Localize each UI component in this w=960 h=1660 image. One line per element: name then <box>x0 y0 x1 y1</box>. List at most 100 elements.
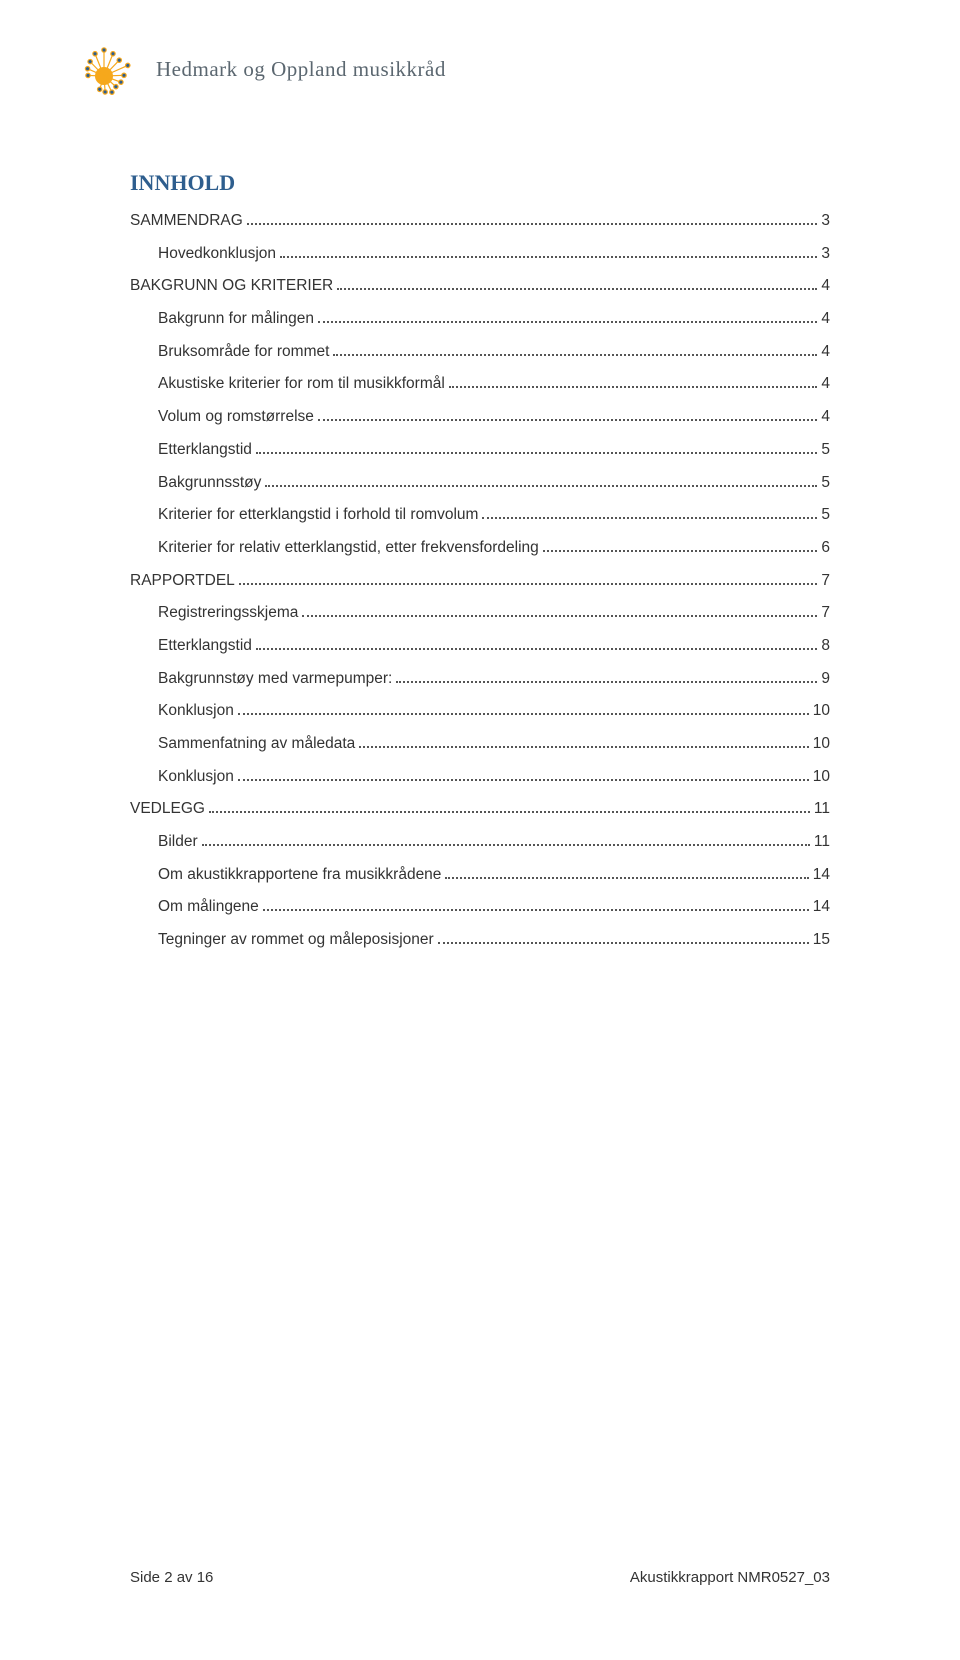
toc-entry[interactable]: Konklusjon 10 <box>130 766 830 788</box>
toc-leader-dots <box>280 256 817 258</box>
footer-report-id: Akustikkrapport NMR0527_03 <box>630 1569 830 1586</box>
toc-entry[interactable]: Bakgrunnsstøy 5 <box>130 472 830 494</box>
toc-leader-dots <box>239 583 818 585</box>
toc-entry-label: BAKGRUNN OG KRITERIER <box>130 275 333 297</box>
toc-leader-dots <box>238 779 809 781</box>
toc-entry-label: Sammenfatning av måledata <box>158 733 355 755</box>
toc-entry[interactable]: Bilder 11 <box>130 831 830 853</box>
toc-entry-label: Bruksområde for rommet <box>158 341 329 363</box>
toc-entry-page: 15 <box>813 929 830 951</box>
toc-entry[interactable]: Bakgrunnstøy med varmepumper: 9 <box>130 668 830 690</box>
toc-leader-dots <box>318 419 817 421</box>
toc-entry-page: 3 <box>821 243 830 265</box>
toc-entry-label: Tegninger av rommet og måleposisjoner <box>158 929 434 951</box>
toc-leader-dots <box>543 550 818 552</box>
toc-entry[interactable]: SAMMENDRAG 3 <box>130 210 830 232</box>
toc-leader-dots <box>238 713 809 715</box>
toc-entry-page: 6 <box>821 537 830 559</box>
toc-entry-label: Kriterier for etterklangstid i forhold t… <box>158 504 478 526</box>
toc-entry[interactable]: Volum og romstørrelse 4 <box>130 406 830 428</box>
toc-entry-page: 4 <box>821 308 830 330</box>
toc-entry[interactable]: Kriterier for etterklangstid i forhold t… <box>130 504 830 526</box>
toc-entry-label: Bakgrunn for målingen <box>158 308 314 330</box>
toc-entry-label: SAMMENDRAG <box>130 210 243 232</box>
toc-entry-label: Akustiske kriterier for rom til musikkfo… <box>158 373 445 395</box>
toc-leader-dots <box>247 223 818 225</box>
toc-entry-page: 10 <box>813 700 830 722</box>
toc-entry-page: 3 <box>821 210 830 232</box>
toc-entry[interactable]: Kriterier for relativ etterklangstid, et… <box>130 537 830 559</box>
toc-entry-label: Om målingene <box>158 896 259 918</box>
toc-entry[interactable]: Bakgrunn for målingen 4 <box>130 308 830 330</box>
toc-entry-page: 11 <box>814 831 830 853</box>
toc-entry[interactable]: Sammenfatning av måledata 10 <box>130 733 830 755</box>
toc-entry[interactable]: Hovedkonklusjon 3 <box>130 243 830 265</box>
toc-leader-dots <box>263 909 809 911</box>
toc-entry-page: 8 <box>821 635 830 657</box>
toc-entry-page: 4 <box>821 373 830 395</box>
toc-entry-page: 10 <box>813 733 830 755</box>
toc-entry-page: 9 <box>821 668 830 690</box>
toc-entry-page: 11 <box>814 798 830 820</box>
toc-entry-label: Konklusjon <box>158 766 234 788</box>
toc-entry[interactable]: Etterklangstid 5 <box>130 439 830 461</box>
footer-page-number: Side 2 av 16 <box>130 1569 213 1586</box>
toc-leader-dots <box>256 452 817 454</box>
toc-entry-label: RAPPORTDEL <box>130 570 235 592</box>
toc-entry[interactable]: Etterklangstid 8 <box>130 635 830 657</box>
toc-entry-label: Bilder <box>158 831 198 853</box>
toc-list: SAMMENDRAG 3 Hovedkonklusjon 3 BAKGRUNN OG K… <box>130 210 830 951</box>
toc-entry-label: Hovedkonklusjon <box>158 243 276 265</box>
toc-entry-label: Konklusjon <box>158 700 234 722</box>
toc-entry-label: Etterklangstid <box>158 439 252 461</box>
toc-entry-page: 7 <box>821 570 830 592</box>
sunburst-logo-icon <box>80 38 142 100</box>
toc-leader-dots <box>209 811 810 813</box>
toc-entry[interactable]: BAKGRUNN OG KRITERIER4 <box>130 275 830 297</box>
toc-entry-page: 14 <box>813 896 830 918</box>
toc-heading: INNHOLD <box>130 170 830 196</box>
toc-entry-label: Om akustikkrapportene fra musikkrådene <box>158 864 441 886</box>
toc-entry-label: Kriterier for relativ etterklangstid, et… <box>158 537 539 559</box>
content-area: INNHOLD SAMMENDRAG 3 Hovedkonklusjon 3 BAKGR… <box>0 110 960 951</box>
toc-leader-dots <box>333 354 817 356</box>
toc-entry[interactable]: Akustiske kriterier for rom til musikkfo… <box>130 373 830 395</box>
toc-leader-dots <box>337 288 817 290</box>
toc-entry-label: Registreringsskjema <box>158 602 298 624</box>
toc-leader-dots <box>265 485 817 487</box>
toc-entry[interactable]: Registreringsskjema 7 <box>130 602 830 624</box>
toc-leader-dots <box>396 681 817 683</box>
toc-leader-dots <box>302 615 817 617</box>
toc-leader-dots <box>438 942 809 944</box>
toc-leader-dots <box>445 877 808 879</box>
toc-entry-page: 7 <box>821 602 830 624</box>
toc-entry[interactable]: RAPPORTDEL 7 <box>130 570 830 592</box>
toc-entry-page: 4 <box>821 406 830 428</box>
page-footer: Side 2 av 16 Akustikkrapport NMR0527_03 <box>130 1569 830 1586</box>
toc-entry-page: 5 <box>821 439 830 461</box>
page-header: Hedmark og Oppland musikkråd <box>0 0 960 110</box>
toc-entry-label: Volum og romstørrelse <box>158 406 314 428</box>
toc-leader-dots <box>449 386 818 388</box>
toc-entry-page: 5 <box>821 472 830 494</box>
toc-leader-dots <box>202 844 810 846</box>
toc-entry-page: 4 <box>821 341 830 363</box>
toc-entry-label: Bakgrunnstøy med varmepumper: <box>158 668 392 690</box>
toc-entry-label: VEDLEGG <box>130 798 205 820</box>
toc-leader-dots <box>482 517 817 519</box>
toc-entry[interactable]: Om målingene 14 <box>130 896 830 918</box>
toc-entry[interactable]: Bruksområde for rommet 4 <box>130 341 830 363</box>
toc-entry-page: 14 <box>813 864 830 886</box>
toc-entry-page: 5 <box>821 504 830 526</box>
toc-entry-label: Etterklangstid <box>158 635 252 657</box>
toc-entry[interactable]: VEDLEGG 11 <box>130 798 830 820</box>
org-name: Hedmark og Oppland musikkråd <box>156 57 446 82</box>
toc-entry-label: Bakgrunnsstøy <box>158 472 261 494</box>
toc-leader-dots <box>359 746 808 748</box>
toc-entry[interactable]: Konklusjon 10 <box>130 700 830 722</box>
toc-entry[interactable]: Om akustikkrapportene fra musikkrådene 14 <box>130 864 830 886</box>
toc-leader-dots <box>318 321 817 323</box>
toc-entry-page: 10 <box>813 766 830 788</box>
toc-leader-dots <box>256 648 817 650</box>
toc-entry[interactable]: Tegninger av rommet og måleposisjoner 15 <box>130 929 830 951</box>
